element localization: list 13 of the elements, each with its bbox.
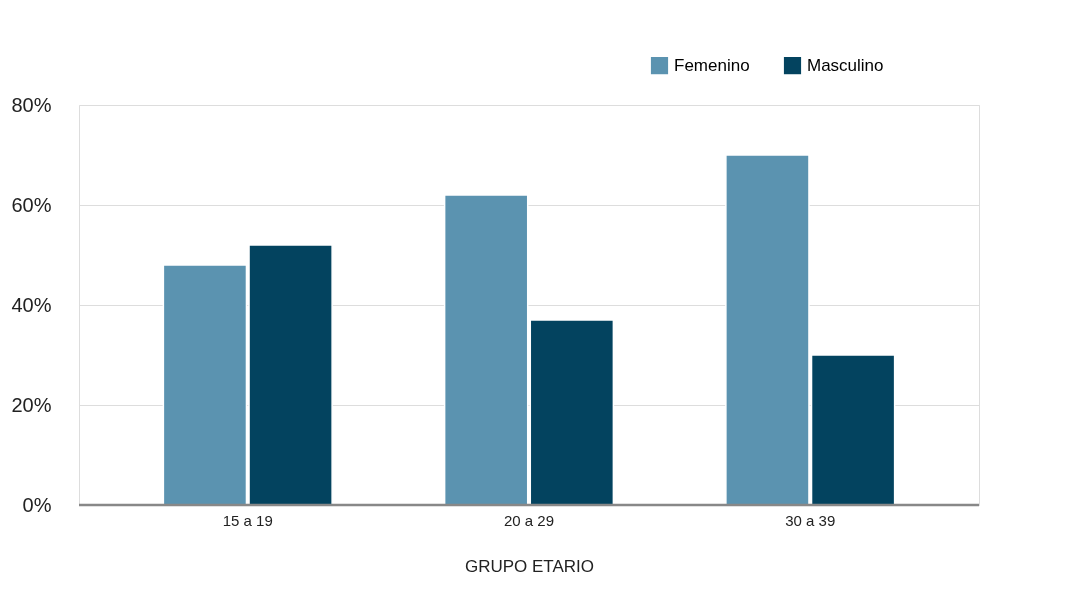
legend-label: Masculino	[807, 55, 884, 75]
y-tick-label: 80%	[11, 93, 52, 116]
bar	[443, 194, 529, 506]
y-tick-label: 0%	[22, 493, 52, 516]
y-tick-label: 20%	[11, 393, 52, 416]
x-tick-label: 15 a 19	[222, 511, 273, 529]
legend-label: Femenino	[674, 55, 750, 75]
y-tick-label: 40%	[11, 293, 52, 316]
x-axis-title: GRUPO ETARIO	[464, 556, 595, 576]
bar	[529, 319, 615, 506]
y-tick-label: 60%	[11, 193, 52, 216]
x-tick-label: 20 a 29	[503, 511, 555, 529]
x-tick-label: 30 a 39	[785, 511, 836, 529]
